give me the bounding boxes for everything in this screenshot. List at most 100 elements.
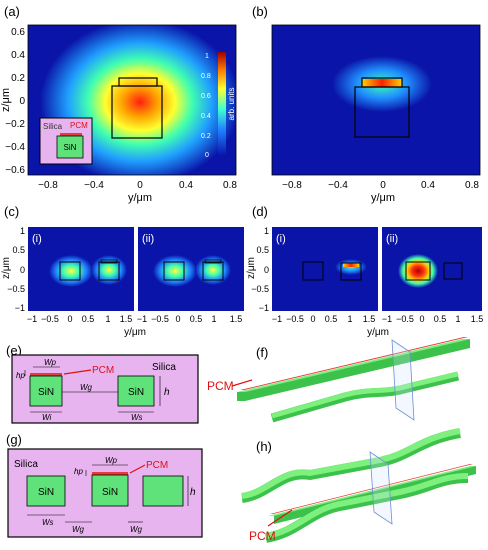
panel-label-h: (h) <box>256 439 272 454</box>
pcm-arrow-f <box>231 379 253 387</box>
x-tick: −0.5 <box>41 314 59 324</box>
pcm-label-h: PCM <box>249 529 276 543</box>
y-tick: −0.5 <box>7 284 25 294</box>
y-tick: −1 <box>259 303 269 313</box>
sin-outline <box>202 261 224 281</box>
subpanel-label-ii: (ii) <box>386 233 398 245</box>
y-tick: −0.4 <box>5 142 25 153</box>
x-tick: 1 <box>105 314 110 324</box>
sin-outline <box>98 261 120 281</box>
waveguide-h-upper-top <box>241 428 461 499</box>
x-tick: −0.8 <box>38 180 58 191</box>
subpanel-label-i: (i) <box>32 233 42 245</box>
x-tick: −0.5 <box>151 314 169 324</box>
pcm-arrow-g <box>129 464 146 474</box>
x-axis-label-b: y/μm <box>371 192 395 204</box>
panel-c: (c) (i) (ii) 1 0.5 0 −0.5 −1 z/μm −1 −0.… <box>1 204 244 338</box>
x-tick: 0.4 <box>421 180 435 191</box>
y-tick: 0 <box>20 265 25 275</box>
dim-hp: hp <box>16 371 25 380</box>
x-tick: 1 <box>347 314 352 324</box>
dim-wp: Wp <box>105 456 118 465</box>
colorbar-tick: 0 <box>205 152 209 159</box>
pcm-label-f: PCM <box>207 379 234 393</box>
y-tick: −0.2 <box>5 119 25 130</box>
panel-g: (g) Silica SiN SiN PCM Wp Ws Wg Wg h hp <box>6 432 203 538</box>
x-tick: −0.4 <box>84 180 104 191</box>
x-tick: 1 <box>455 314 460 324</box>
panel-label-d: (d) <box>252 204 268 219</box>
x-tick: −0.4 <box>328 180 348 191</box>
pcm-strip-f <box>240 337 468 390</box>
panel-e: (e) Silica SiN PCM SiN Wp Wg Wi Ws h hp <box>6 343 199 424</box>
dim-ws: Ws <box>131 413 143 422</box>
subpanel-label-i: (i) <box>276 233 286 245</box>
x-tick: 0 <box>310 314 315 324</box>
pcm-strip-h <box>270 464 473 514</box>
axes-frame-b <box>271 24 481 176</box>
x-tick: 0.8 <box>465 180 479 191</box>
panel-label-g: (g) <box>6 432 22 447</box>
panel-label-f: (f) <box>256 345 268 360</box>
inset-pcm-label: PCM <box>70 121 88 130</box>
sin-outline <box>302 261 324 281</box>
panel-label-a: (a) <box>4 4 20 19</box>
x-axis-label-d: y/μm <box>367 327 389 338</box>
y-tick: 1 <box>264 226 269 236</box>
y-tick: −1 <box>15 303 25 313</box>
cross-section-plane-h <box>369 451 393 525</box>
x-tick: 0.8 <box>223 180 237 191</box>
mode-field-left <box>49 255 93 287</box>
panel-label-e: (e) <box>6 343 22 358</box>
mode-hotspot <box>343 263 359 267</box>
x-tick: 0.4 <box>179 180 193 191</box>
sin-outline-a <box>111 85 163 139</box>
pcm-label-e: PCM <box>92 365 114 376</box>
sin-outline <box>163 261 185 281</box>
waveguide-f-lower-top <box>271 371 459 419</box>
sin-outline <box>405 261 431 281</box>
y-tick: 0.4 <box>11 50 25 61</box>
sin-outline <box>59 261 81 281</box>
pcm-layer-g <box>92 472 128 475</box>
y-tick: 0.2 <box>11 73 25 84</box>
sin-waveguide-g-right <box>142 475 184 507</box>
colorbar-tick: 0.6 <box>201 93 211 100</box>
dim-wg: Wg <box>130 525 143 534</box>
dim-wg: Wg <box>72 525 85 534</box>
cross-section-plane-f <box>391 339 415 421</box>
pcm-arrow-h <box>267 509 293 527</box>
colorbar-tick: 0.4 <box>201 113 211 120</box>
pcm-arrow-e <box>63 369 92 375</box>
dim-wi: Wi <box>42 413 51 422</box>
x-tick: 0 <box>137 180 143 191</box>
dim-ws: Ws <box>42 518 54 527</box>
panel-b: (b) −0.8 −0.4 0 0.4 0.8 y/μm <box>252 4 481 204</box>
panel-a: (a) 1 0.8 0.6 0.4 0.2 0 arb. units Silic… <box>0 4 237 204</box>
y-tick: 0.5 <box>256 245 269 255</box>
pcm-label-g: PCM <box>146 460 168 471</box>
waveguide-f-end <box>237 392 245 401</box>
dim-wg: Wg <box>80 383 93 392</box>
panel-label-b: (b) <box>252 4 268 19</box>
x-tick: 0 <box>175 314 180 324</box>
x-tick: 0 <box>419 314 424 324</box>
panel-f: (f) PCM <box>207 337 470 423</box>
colorbar-tick: 0.2 <box>201 133 211 140</box>
mode-field <box>398 254 438 288</box>
axes-frame-a <box>27 24 237 176</box>
x-tick: −0.5 <box>396 314 414 324</box>
sin-waveguide-e-right <box>117 375 155 407</box>
sin-outline <box>340 262 362 281</box>
x-tick: 0.5 <box>190 314 203 324</box>
x-tick: 0 <box>380 180 386 191</box>
y-tick: 0 <box>264 265 269 275</box>
y-tick: 1 <box>20 226 25 236</box>
x-tick: 1.5 <box>363 314 376 324</box>
inset-sin-label: SiN <box>64 143 77 152</box>
sin-waveguide-g-left <box>26 475 66 507</box>
y-tick: −0.6 <box>5 165 25 176</box>
dim-hp: hp <box>74 467 83 476</box>
colorbar-label: arb. units <box>227 88 236 121</box>
